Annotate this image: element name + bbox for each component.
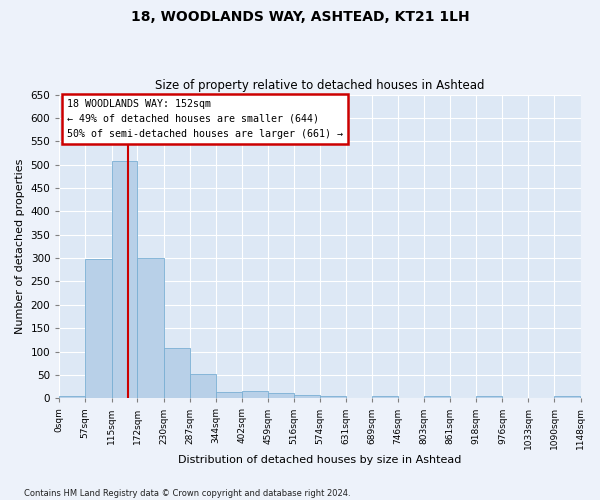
X-axis label: Distribution of detached houses by size in Ashtead: Distribution of detached houses by size … xyxy=(178,455,461,465)
Bar xyxy=(242,392,268,398)
Bar xyxy=(320,396,346,398)
Title: Size of property relative to detached houses in Ashtead: Size of property relative to detached ho… xyxy=(155,79,485,92)
Bar xyxy=(476,396,502,398)
Bar xyxy=(372,396,398,398)
Bar xyxy=(293,394,320,398)
Bar xyxy=(190,374,215,398)
Text: Contains HM Land Registry data © Crown copyright and database right 2024.: Contains HM Land Registry data © Crown c… xyxy=(24,488,350,498)
Bar xyxy=(59,396,85,398)
Bar xyxy=(215,392,242,398)
Bar xyxy=(268,393,293,398)
Text: 18 WOODLANDS WAY: 152sqm
← 49% of detached houses are smaller (644)
50% of semi-: 18 WOODLANDS WAY: 152sqm ← 49% of detach… xyxy=(67,99,343,138)
Bar xyxy=(85,259,112,398)
Y-axis label: Number of detached properties: Number of detached properties xyxy=(15,158,25,334)
Bar xyxy=(112,162,137,398)
Bar xyxy=(424,396,450,398)
Bar xyxy=(137,258,164,398)
Text: 18, WOODLANDS WAY, ASHTEAD, KT21 1LH: 18, WOODLANDS WAY, ASHTEAD, KT21 1LH xyxy=(131,10,469,24)
Bar xyxy=(164,348,190,399)
Bar xyxy=(554,396,580,398)
